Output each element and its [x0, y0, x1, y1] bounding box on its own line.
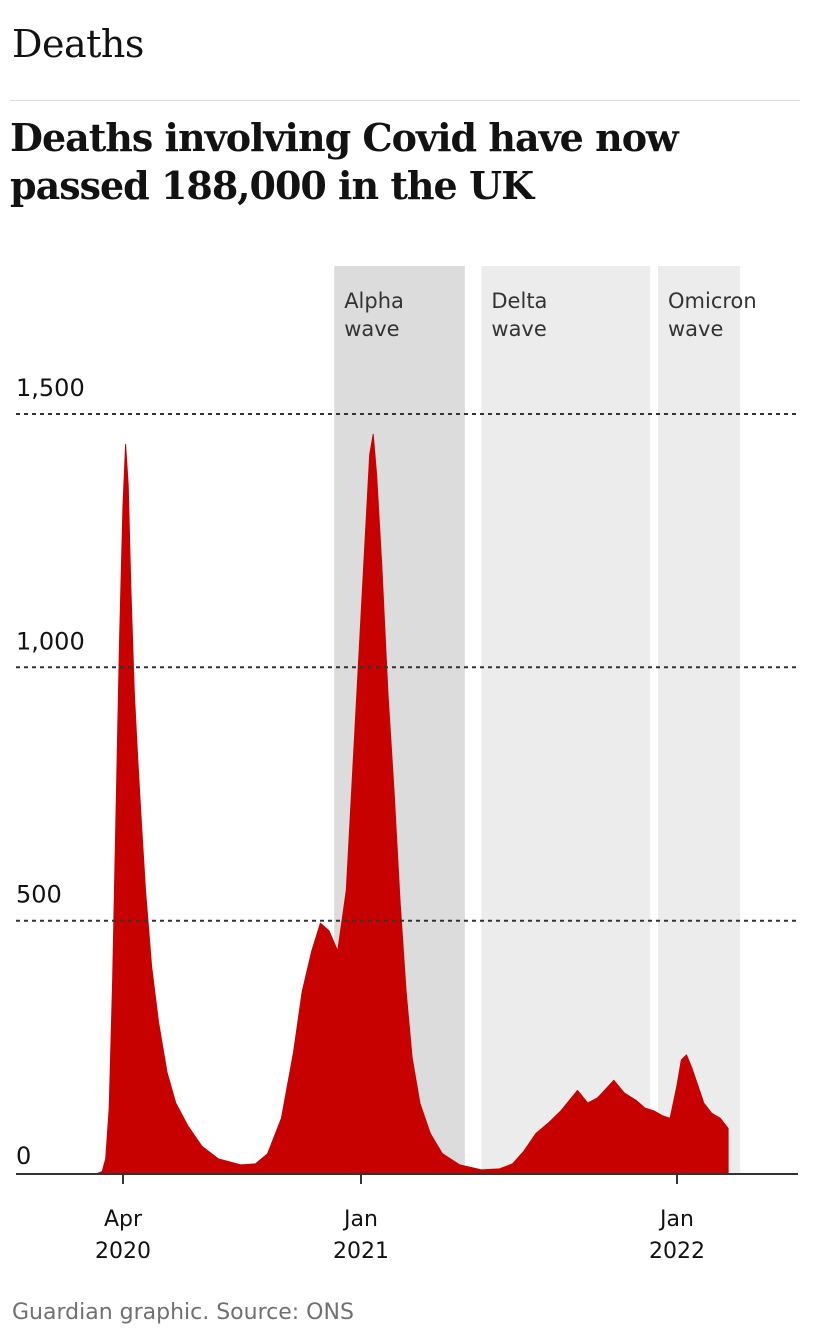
- y-tick-label-500: 500: [16, 881, 62, 909]
- x-tick-label-line1: Jan: [342, 1207, 378, 1232]
- x-tick-label-line2: 2021: [333, 1239, 389, 1264]
- y-tick-label-1500: 1,500: [16, 374, 85, 402]
- x-tick-label-line2: 2022: [649, 1239, 705, 1264]
- y-gridlines: 0 500 1,000 1,500: [16, 374, 798, 1170]
- header-divider: [10, 100, 800, 101]
- x-tick-label-line2: 2020: [95, 1239, 151, 1264]
- x-tick-label-line1: Jan: [658, 1207, 694, 1232]
- deaths-area: [95, 433, 729, 1175]
- band-delta-label-line1: Delta: [491, 289, 547, 313]
- y-tick-label-1000: 1,000: [16, 627, 85, 655]
- band-omicron-label-line1: Omicron: [668, 289, 757, 313]
- x-tick-label-line1: Apr: [104, 1207, 143, 1232]
- band-alpha-label-line1: Alpha: [344, 289, 404, 313]
- y-tick-label-0: 0: [16, 1142, 31, 1170]
- source-note: Guardian graphic. Source: ONS: [12, 1300, 354, 1325]
- band-omicron-label-line2: wave: [668, 317, 723, 341]
- headline: Deaths involving Covid have now passed 1…: [10, 115, 679, 208]
- band-delta-label-line2: wave: [491, 317, 546, 341]
- deaths-area-series: [95, 433, 729, 1175]
- band-delta: [481, 266, 651, 1174]
- x-axis: Apr 2020 Jan 2021 Jan 2022: [16, 1173, 798, 1264]
- band-omicron: [658, 266, 741, 1174]
- deaths-chart: Alpha wave Delta wave Omicron wave 0 500 1,000 1…: [16, 266, 798, 1264]
- band-alpha-label-line2: wave: [344, 317, 399, 341]
- section-label: Deaths: [12, 22, 144, 66]
